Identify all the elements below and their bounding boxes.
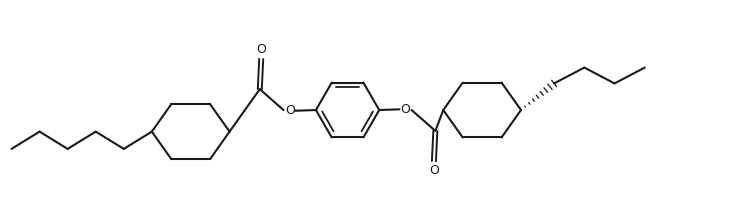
Text: O: O xyxy=(285,104,295,117)
Text: O: O xyxy=(256,43,266,56)
Text: O: O xyxy=(400,103,410,116)
Text: O: O xyxy=(429,164,439,177)
